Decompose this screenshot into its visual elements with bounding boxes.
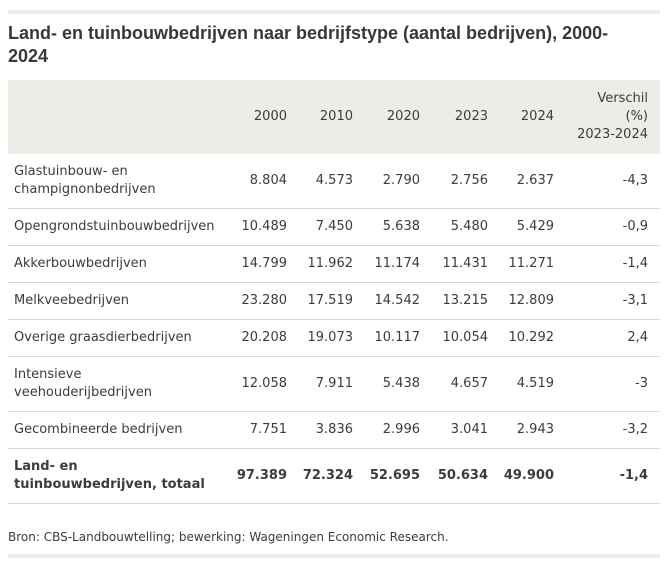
row-label-line: Overige graasdierbedrijven — [14, 330, 192, 345]
bottom-divider — [8, 554, 660, 558]
value-cell-2000: 8.804 — [230, 154, 287, 209]
row-label: Akkerbouwbedrijven — [8, 245, 230, 283]
header-diff-column: Verschil (%) 2023-2024 — [554, 80, 660, 154]
top-divider — [8, 10, 660, 14]
row-label: Melkveebedrijven — [8, 282, 230, 320]
table-row: Melkveebedrijven 23.280 17.519 14.542 13… — [8, 282, 660, 320]
value-cell-2000: 7.751 — [230, 411, 287, 449]
row-label-line: Glastuinbouw- en — [14, 164, 128, 179]
value-cell-2024: 10.292 — [488, 319, 554, 357]
row-label-line: Land- en — [14, 459, 78, 474]
value-cell-2024: 2.637 — [488, 154, 554, 209]
value-cell-diff: -3 — [554, 356, 660, 412]
row-label-line: Gecombineerde bedrijven — [14, 422, 183, 437]
row-label-line: Opengrondstuinbouwbedrijven — [14, 219, 215, 234]
value-cell-2020: 52.695 — [353, 448, 420, 504]
value-cell-2020: 5.638 — [353, 208, 420, 246]
value-cell-2000: 10.489 — [230, 208, 287, 246]
value-cell-2020: 5.438 — [353, 356, 420, 412]
value-cell-2010: 7.450 — [287, 208, 353, 246]
row-label: Intensieve veehouderijbedrijven — [8, 356, 230, 412]
header-year-2020: 2020 — [353, 80, 420, 154]
table-row: Opengrondstuinbouwbedrijven 10.489 7.450… — [8, 208, 660, 246]
header-diff-line: Verschil — [597, 91, 648, 106]
row-label-total: Land- en tuinbouwbedrijven, totaal — [8, 448, 230, 504]
value-cell-2020: 2.790 — [353, 154, 420, 209]
row-label: Gecombineerde bedrijven — [8, 411, 230, 449]
header-year-2023: 2023 — [420, 80, 488, 154]
row-label-line: tuinbouwbedrijven, totaal — [14, 477, 205, 492]
table-row: Intensieve veehouderijbedrijven 12.058 7… — [8, 356, 660, 412]
value-cell-2020: 14.542 — [353, 282, 420, 320]
value-cell-2020: 2.996 — [353, 411, 420, 449]
value-cell-2023: 2.756 — [420, 154, 488, 209]
row-label: Opengrondstuinbouwbedrijven — [8, 208, 230, 246]
row-label-line: Melkveebedrijven — [14, 293, 130, 308]
table-row-total: Land- en tuinbouwbedrijven, totaal 97.38… — [8, 448, 660, 504]
value-cell-2023: 13.215 — [420, 282, 488, 320]
value-cell-diff: 2,4 — [554, 319, 660, 357]
value-cell-2023: 4.657 — [420, 356, 488, 412]
value-cell-2023: 11.431 — [420, 245, 488, 283]
table-header-row: 2000 2010 2020 2023 2024 Verschil (%) 20… — [8, 80, 660, 154]
row-label-line: Akkerbouwbedrijven — [14, 256, 147, 271]
header-diff-line: 2023-2024 — [577, 127, 648, 142]
value-cell-2010: 11.962 — [287, 245, 353, 283]
value-cell-2010: 19.073 — [287, 319, 353, 357]
value-cell-diff: -1,4 — [554, 448, 660, 504]
value-cell-2023: 5.480 — [420, 208, 488, 246]
value-cell-2000: 14.799 — [230, 245, 287, 283]
value-cell-2000: 20.208 — [230, 319, 287, 357]
value-cell-2024: 12.809 — [488, 282, 554, 320]
value-cell-2000: 97.389 — [230, 448, 287, 504]
row-label-line: Intensieve — [14, 367, 82, 382]
business-type-table: 2000 2010 2020 2023 2024 Verschil (%) 20… — [8, 80, 660, 504]
value-cell-diff: -3,1 — [554, 282, 660, 320]
value-cell-2024: 4.519 — [488, 356, 554, 412]
header-diff-line: (%) — [625, 109, 649, 124]
value-cell-2024: 11.271 — [488, 245, 554, 283]
table-row: Akkerbouwbedrijven 14.799 11.962 11.174 … — [8, 245, 660, 283]
value-cell-2024: 2.943 — [488, 411, 554, 449]
row-label: Overige graasdierbedrijven — [8, 319, 230, 357]
value-cell-2000: 23.280 — [230, 282, 287, 320]
value-cell-2010: 7.911 — [287, 356, 353, 412]
source-note: Bron: CBS-Landbouwtelling; bewerking: Wa… — [8, 530, 449, 544]
header-empty-cell — [8, 80, 230, 154]
value-cell-diff: -1,4 — [554, 245, 660, 283]
value-cell-2020: 11.174 — [353, 245, 420, 283]
value-cell-2024: 5.429 — [488, 208, 554, 246]
header-year-2000: 2000 — [230, 80, 287, 154]
value-cell-diff: -4,3 — [554, 154, 660, 209]
row-label-line: veehouderijbedrijven — [14, 385, 152, 400]
table-row: Glastuinbouw- en champignonbedrijven 8.8… — [8, 154, 660, 209]
value-cell-diff: -3,2 — [554, 411, 660, 449]
value-cell-2024: 49.900 — [488, 448, 554, 504]
value-cell-2010: 3.836 — [287, 411, 353, 449]
value-cell-2000: 12.058 — [230, 356, 287, 412]
page-title: Land- en tuinbouwbedrijven naar bedrijfs… — [8, 23, 609, 66]
value-cell-2023: 50.634 — [420, 448, 488, 504]
value-cell-2010: 4.573 — [287, 154, 353, 209]
value-cell-2010: 72.324 — [287, 448, 353, 504]
value-cell-2023: 3.041 — [420, 411, 488, 449]
value-cell-2023: 10.054 — [420, 319, 488, 357]
value-cell-diff: -0,9 — [554, 208, 660, 246]
value-cell-2020: 10.117 — [353, 319, 420, 357]
table-row: Overige graasdierbedrijven 20.208 19.073… — [8, 319, 660, 357]
header-year-2024: 2024 — [488, 80, 554, 154]
value-cell-2010: 17.519 — [287, 282, 353, 320]
header-year-2010: 2010 — [287, 80, 353, 154]
row-label-line: champignonbedrijven — [14, 182, 156, 197]
table-row: Gecombineerde bedrijven 7.751 3.836 2.99… — [8, 411, 660, 449]
row-label: Glastuinbouw- en champignonbedrijven — [8, 154, 230, 209]
